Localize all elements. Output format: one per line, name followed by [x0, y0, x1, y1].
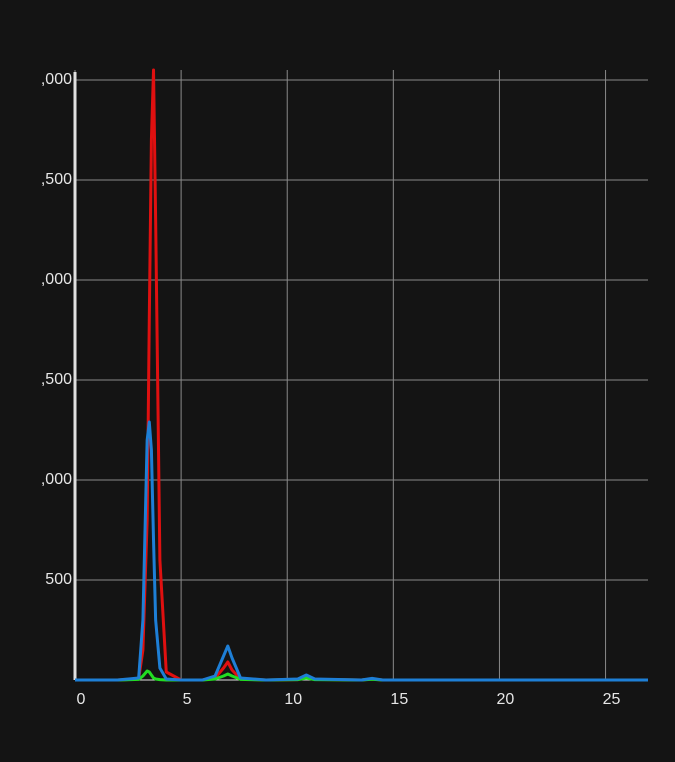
x-tick-label: 0: [77, 691, 86, 708]
y-tick-label: ,000: [41, 471, 72, 488]
x-tick-label: 10: [284, 691, 302, 708]
y-tick-label: ,000: [41, 271, 72, 288]
y-tick-label: ,500: [41, 371, 72, 388]
series-line: [75, 420, 648, 682]
x-tick-label: 5: [183, 691, 192, 708]
y-tick-label: ,000: [41, 71, 72, 88]
x-tick-label: 20: [497, 691, 515, 708]
x-tick-label: 15: [390, 691, 408, 708]
y-tick-label: 500: [45, 571, 72, 588]
y-tick-label: ,500: [41, 171, 72, 188]
x-tick-label: 25: [603, 691, 621, 708]
